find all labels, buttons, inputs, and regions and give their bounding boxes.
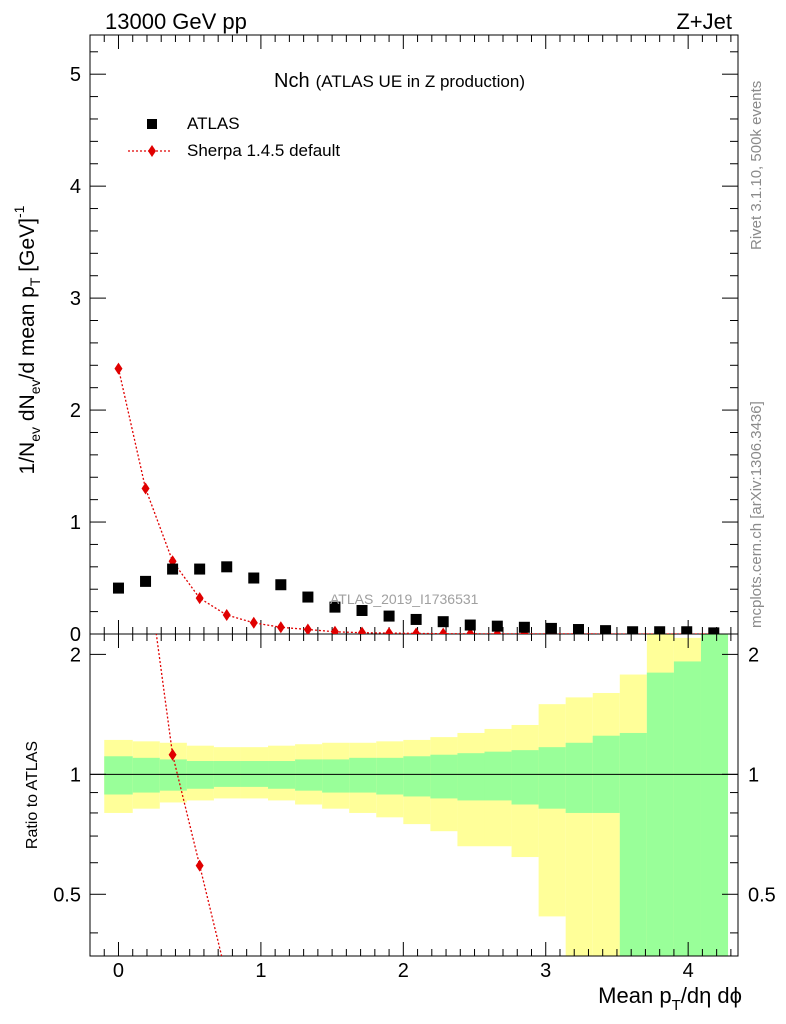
atlas-point	[167, 563, 179, 575]
atlas-point	[140, 575, 152, 587]
y-tick-label: 3	[70, 288, 81, 310]
atlas-point	[518, 621, 530, 633]
atlas-point	[627, 626, 639, 634]
legend-sherpa-label: Sherpa 1.4.5 default	[187, 141, 340, 160]
band-inner-bin	[104, 756, 133, 795]
legend: ATLAS Sherpa 1.4.5 default	[128, 114, 340, 160]
ratio-tick-label-left: 0.5	[53, 884, 81, 906]
x-tick-label: 4	[683, 960, 694, 982]
atlas-point	[302, 591, 314, 603]
sherpa-point	[195, 592, 204, 605]
atlas-point	[329, 601, 341, 613]
tick-labels: 0 1 2 3 4 0 1 2 3 4 5 0.5 0.5 1 1 2 2	[53, 64, 776, 982]
sherpa-ratio-point	[223, 971, 231, 983]
collision-label: 13000 GeV pp	[105, 9, 247, 34]
atlas-point	[491, 620, 503, 632]
band-inner-bin	[376, 757, 404, 795]
band-inner-bin	[186, 761, 214, 789]
sherpa-point	[222, 608, 231, 621]
band-inner-bin	[538, 747, 566, 809]
y-axis-label: 1/Nev dNev/d mean pT [GeV]-1	[11, 205, 43, 474]
y-tick-label: 2	[70, 400, 81, 422]
atlas-point	[572, 624, 584, 634]
band-outer-bin	[538, 704, 566, 917]
band-inner-bin	[159, 759, 187, 791]
atlas-point	[383, 610, 395, 622]
mcplots-label: mcplots.cern.ch [arXiv:1306.3436]	[748, 401, 765, 628]
ratio-band-inner	[104, 634, 729, 956]
sherpa-point	[141, 482, 150, 495]
atlas-point	[410, 613, 422, 625]
atlas-point	[600, 625, 612, 634]
y-tick-label: 0	[70, 624, 81, 646]
y-tick-label: 4	[70, 176, 81, 198]
legend-atlas-label: ATLAS	[187, 114, 240, 133]
atlas-point	[248, 572, 260, 584]
legend-sherpa-marker	[148, 145, 156, 157]
x-tick-label: 0	[113, 960, 124, 982]
sherpa-ratio-series	[168, 748, 231, 983]
sherpa-point	[303, 623, 312, 634]
sherpa-point	[249, 616, 258, 629]
ratio-tick-label-left: 2	[70, 644, 81, 666]
band-inner-bin	[484, 751, 512, 801]
atlas-point	[464, 619, 476, 631]
axes	[90, 35, 738, 956]
ratio-tick-label-left: 1	[70, 764, 81, 786]
sherpa-ratio-point	[195, 859, 204, 872]
rivet-label: Rivet 3.1.10, 500k events	[748, 81, 765, 250]
sherpa-point	[276, 621, 285, 634]
band-inner-bin	[457, 753, 485, 801]
atlas-point	[112, 582, 124, 594]
sherpa-point	[358, 626, 367, 634]
y-tick-label: 1	[70, 512, 81, 534]
band-inner-bin	[430, 754, 458, 799]
y-tick-label: 5	[70, 64, 81, 86]
band-inner-bin	[132, 757, 160, 793]
chart-title: Nch (ATLAS UE in Z production)	[274, 70, 525, 92]
sherpa-point	[412, 627, 421, 634]
x-tick-label: 3	[540, 960, 551, 982]
sherpa-point	[466, 627, 475, 634]
sherpa-point	[330, 625, 339, 634]
band-inner-bin	[322, 759, 350, 793]
band-inner-bin	[700, 634, 729, 956]
atlas-point	[681, 626, 693, 634]
band-inner-bin	[268, 761, 296, 789]
sherpa-point	[439, 627, 448, 634]
band-inner-bin	[295, 759, 323, 791]
ratio-tick-label-right: 2	[748, 644, 759, 666]
band-inner-bin	[565, 742, 593, 813]
atlas-point	[275, 579, 287, 591]
ratio-tick-label-right: 0.5	[748, 884, 776, 906]
sherpa-ratio-point	[168, 748, 177, 761]
atlas-point	[654, 626, 666, 634]
atlas-point	[708, 627, 720, 634]
atlas-point	[356, 604, 368, 616]
legend-atlas-marker	[147, 119, 157, 129]
ratio-y-axis-label: Ratio to ATLAS	[24, 741, 41, 849]
atlas-point	[437, 616, 449, 628]
band-inner-bin	[646, 672, 674, 956]
sherpa-point	[385, 627, 394, 634]
band-outer-bin	[565, 697, 593, 956]
band-inner-bin	[673, 661, 701, 956]
x-axis-label: Mean pT/dη dϕ	[598, 983, 742, 1014]
x-tick-label: 1	[255, 960, 266, 982]
band-inner-bin	[511, 750, 539, 805]
ratio-tick-label-right: 1	[748, 764, 759, 786]
band-outer-bin	[592, 692, 620, 956]
process-label: Z+Jet	[676, 9, 732, 34]
sherpa-point	[114, 362, 123, 375]
atlas-series	[112, 561, 720, 634]
analysis-watermark: ATLAS_2019_I1736531	[330, 591, 479, 607]
x-tick-label: 2	[398, 960, 409, 982]
band-inner-bin	[619, 732, 647, 956]
band-inner-bin	[403, 756, 431, 797]
atlas-point	[194, 563, 206, 575]
atlas-point	[221, 561, 233, 573]
atlas-point	[545, 622, 557, 634]
band-inner-bin	[349, 757, 377, 793]
